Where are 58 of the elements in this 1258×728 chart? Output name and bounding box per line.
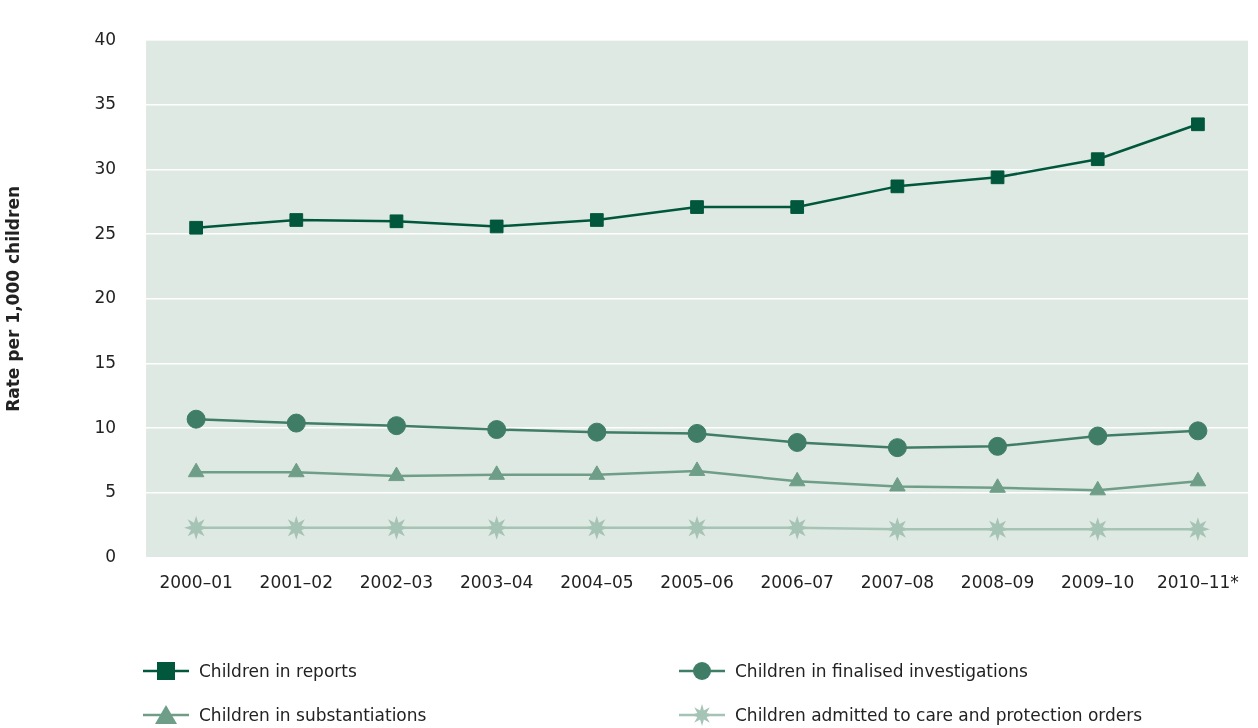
y-tick-label: 35 (94, 93, 117, 114)
point (890, 179, 905, 194)
point (289, 213, 304, 227)
x-tick-label: 2009–10 (1061, 572, 1135, 593)
y-tick-label: 0 (105, 546, 117, 567)
point (589, 213, 604, 227)
y-tick-label: 5 (105, 481, 117, 502)
x-tick-label: 2005–06 (660, 572, 734, 593)
x-tick-label: 2006–07 (760, 572, 834, 593)
point (189, 220, 203, 235)
point (489, 219, 504, 234)
point (186, 409, 206, 429)
legend-label: Children in finalised investigations (735, 661, 1028, 681)
x-tick-label: 2000–01 (159, 572, 233, 593)
x-tick-label: 2002–03 (359, 572, 434, 593)
point (889, 476, 906, 492)
y-tick-label: 15 (94, 352, 117, 372)
y-tick-label: 10 (94, 416, 117, 437)
point (389, 214, 404, 229)
point (687, 423, 707, 443)
point (688, 461, 706, 476)
point (288, 462, 305, 478)
point (790, 200, 805, 214)
x-tick-label: 2001–02 (259, 572, 333, 593)
point (286, 413, 306, 433)
point (587, 422, 607, 442)
y-tick-label: 40 (94, 28, 117, 49)
point (988, 436, 1008, 456)
y-tick-label: 20 (94, 287, 117, 308)
point (1090, 152, 1105, 167)
legend-label: Children in substantiations (199, 705, 427, 725)
point (788, 471, 806, 487)
x-tick-label: 2003–04 (459, 572, 534, 593)
point (187, 462, 205, 478)
point (488, 465, 505, 480)
point (1188, 421, 1208, 441)
point (1189, 471, 1207, 487)
y-axis-title: Rate per 1,000 children (2, 185, 23, 412)
point (388, 466, 405, 482)
y-tick-label: 25 (94, 222, 117, 243)
point (1089, 480, 1107, 496)
legend-label: Children in reports (199, 661, 357, 681)
point (787, 432, 807, 452)
point (887, 438, 907, 458)
y-tick-label: 30 (94, 157, 117, 178)
point (989, 478, 1006, 493)
point (588, 465, 606, 480)
x-tick-label: 2010–11* (1156, 572, 1239, 593)
x-tick-label: 2007–08 (860, 572, 935, 593)
point (1191, 117, 1205, 132)
point (690, 200, 704, 214)
legend-label: Children admitted to care and protection orders (735, 705, 1143, 725)
x-tick-label: 2004–05 (560, 572, 634, 593)
point (487, 420, 507, 440)
point (990, 170, 1005, 185)
x-tick-label: 2008–09 (960, 572, 1035, 593)
point (1088, 426, 1108, 446)
point (386, 416, 406, 436)
